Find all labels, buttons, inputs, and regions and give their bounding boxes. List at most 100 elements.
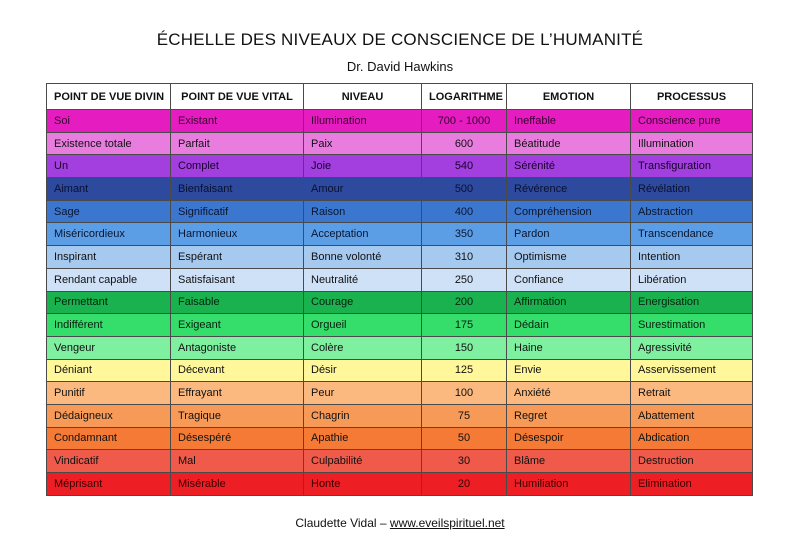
table-row: Inspirant Espérant Bonne volonté 310 Optimis… bbox=[46, 245, 753, 269]
table-cell: Raison bbox=[303, 199, 422, 224]
table-cell: Transcendance bbox=[630, 222, 753, 247]
table-cell: 20 bbox=[421, 472, 507, 496]
table-cell: Vengeur bbox=[46, 335, 171, 360]
table-cell: Abdication bbox=[630, 426, 753, 451]
table-cell: Sage bbox=[46, 199, 171, 224]
table-row: Vindicatif Mal Culpabilité 30 Blâme Destructi… bbox=[46, 449, 753, 473]
table-cell: Joie bbox=[303, 154, 422, 179]
table-cell: Parfait bbox=[170, 131, 304, 156]
table-row: Indifférent Exigeant Orgueil 175 Dédain Sures… bbox=[46, 313, 753, 337]
table-cell: Un bbox=[46, 154, 171, 179]
table-cell: Misérable bbox=[170, 472, 304, 496]
column-header: NIVEAU bbox=[303, 83, 422, 110]
table-row: Condamnant Désespéré Apathie 50 Désespoir Abd… bbox=[46, 426, 753, 451]
table-cell: 250 bbox=[421, 267, 507, 292]
table-cell: Faisable bbox=[170, 290, 304, 315]
table-cell: Désir bbox=[303, 358, 422, 383]
table-header-row: POINT DE VUE DIVIN POINT DE VUE VITAL NIVE… bbox=[46, 83, 753, 110]
table-cell: Soi bbox=[46, 109, 171, 133]
footer-author: Claudette Vidal – bbox=[295, 516, 387, 530]
table-cell: Indifférent bbox=[46, 313, 171, 337]
table-cell: Elimination bbox=[630, 472, 753, 496]
table-cell: 310 bbox=[421, 245, 507, 269]
table-cell: Peur bbox=[303, 381, 422, 405]
table-cell: Bonne volonté bbox=[303, 245, 422, 269]
table-cell: Révérence bbox=[506, 177, 631, 201]
table-cell: 700 - 1000 bbox=[421, 109, 507, 133]
table-cell: Exigeant bbox=[170, 313, 304, 337]
table-cell: 600 bbox=[421, 131, 507, 156]
table-cell: 50 bbox=[421, 426, 507, 451]
table-cell: Mal bbox=[170, 449, 304, 473]
table-cell: Déniant bbox=[46, 358, 171, 383]
table-cell: Harmonieux bbox=[170, 222, 304, 247]
table-cell: Désespoir bbox=[506, 426, 631, 451]
table-cell: Sérénité bbox=[506, 154, 631, 179]
table-cell: Rendant capable bbox=[46, 267, 171, 292]
footer-link[interactable]: www.eveilspirituel.net bbox=[389, 516, 505, 530]
table-cell: Pardon bbox=[506, 222, 631, 247]
table-cell: Energisation bbox=[630, 290, 753, 315]
table-cell: Existence totale bbox=[46, 131, 171, 156]
table-cell: Tragique bbox=[170, 403, 304, 428]
table-cell: 30 bbox=[421, 449, 507, 473]
column-header: POINT DE VUE DIVIN bbox=[46, 83, 171, 110]
table-cell: Abattement bbox=[630, 403, 753, 428]
column-header: PROCESSUS bbox=[630, 83, 753, 110]
table-row: Miséricordieux Harmonieux Acceptation 350 Pa… bbox=[46, 222, 753, 247]
table-cell: Abstraction bbox=[630, 199, 753, 224]
table-cell: 540 bbox=[421, 154, 507, 179]
table-cell: Haine bbox=[506, 335, 631, 360]
table-row: Dédaigneux Tragique Chagrin 75 Regret Abattem… bbox=[46, 403, 753, 428]
table-cell: Punitif bbox=[46, 381, 171, 405]
table-cell: Amour bbox=[303, 177, 422, 201]
table-cell: Chagrin bbox=[303, 403, 422, 428]
table-cell: Paix bbox=[303, 131, 422, 156]
table-cell: Révélation bbox=[630, 177, 753, 201]
table-cell: Espérant bbox=[170, 245, 304, 269]
table-cell: Optimisme bbox=[506, 245, 631, 269]
table-cell: Affirmation bbox=[506, 290, 631, 315]
table-row: Déniant Décevant Désir 125 Envie Asservisseme… bbox=[46, 358, 753, 383]
table-cell: 400 bbox=[421, 199, 507, 224]
column-header: EMOTION bbox=[506, 83, 631, 110]
table-cell: Satisfaisant bbox=[170, 267, 304, 292]
table-row: Soi Existant Illumination 700 - 1000 Ineffab… bbox=[46, 109, 753, 133]
table-cell: Dédaigneux bbox=[46, 403, 171, 428]
table-cell: Transfiguration bbox=[630, 154, 753, 179]
table-cell: Bienfaisant bbox=[170, 177, 304, 201]
table-cell: 125 bbox=[421, 358, 507, 383]
table-cell: Compréhension bbox=[506, 199, 631, 224]
table-cell: 175 bbox=[421, 313, 507, 337]
table-cell: Méprisant bbox=[46, 472, 171, 496]
table-cell: Acceptation bbox=[303, 222, 422, 247]
table-row: Permettant Faisable Courage 200 Affirmation E… bbox=[46, 290, 753, 315]
table-cell: 350 bbox=[421, 222, 507, 247]
table-cell: Intention bbox=[630, 245, 753, 269]
table-row: Existence totale Parfait Paix 600 Béatitude I… bbox=[46, 131, 753, 156]
table-row: Méprisant Misérable Honte 20 Humiliation Elim… bbox=[46, 472, 753, 496]
table-cell: Conscience pure bbox=[630, 109, 753, 133]
table-cell: Orgueil bbox=[303, 313, 422, 337]
table-row: Sage Significatif Raison 400 Compréhension Ab… bbox=[46, 199, 753, 224]
table-cell: Surestimation bbox=[630, 313, 753, 337]
table-cell: 100 bbox=[421, 381, 507, 405]
table-cell: Culpabilité bbox=[303, 449, 422, 473]
column-header: POINT DE VUE VITAL bbox=[170, 83, 304, 110]
table-cell: Vindicatif bbox=[46, 449, 171, 473]
table-cell: Existant bbox=[170, 109, 304, 133]
table-cell: Ineffable bbox=[506, 109, 631, 133]
table-cell: Confiance bbox=[506, 267, 631, 292]
table-cell: Béatitude bbox=[506, 131, 631, 156]
table-cell: Retrait bbox=[630, 381, 753, 405]
table-cell: Humiliation bbox=[506, 472, 631, 496]
column-header: LOGARITHME bbox=[421, 83, 507, 110]
table-cell: Inspirant bbox=[46, 245, 171, 269]
table-cell: Permettant bbox=[46, 290, 171, 315]
table-cell: Décevant bbox=[170, 358, 304, 383]
table-cell: Miséricordieux bbox=[46, 222, 171, 247]
table-cell: Désespéré bbox=[170, 426, 304, 451]
table-cell: 75 bbox=[421, 403, 507, 428]
table-row: Vengeur Antagoniste Colère 150 Haine Agressiv… bbox=[46, 335, 753, 360]
table-cell: 150 bbox=[421, 335, 507, 360]
